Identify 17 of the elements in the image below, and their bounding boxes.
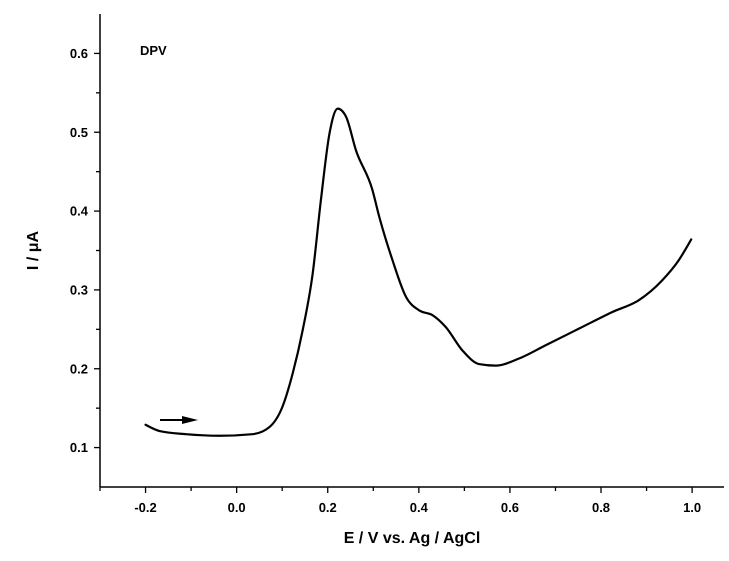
x-tick-label: 0.6	[500, 500, 519, 515]
y-tick-label: 0.5	[70, 124, 88, 140]
line-series	[144, 108, 692, 437]
y-tick-label: 0.6	[70, 46, 88, 61]
x-tick-label: 0.2	[318, 500, 337, 515]
x-tick-label: -0.2	[134, 500, 157, 515]
y-tick-label: 0.3	[70, 282, 88, 298]
x-tick-label: 1.0	[683, 500, 702, 515]
y-axis-title: I / μA	[25, 230, 42, 270]
annotation: DPV	[140, 43, 168, 58]
x-tick-label: 0.8	[592, 500, 610, 515]
y-tick-label: 0.1	[70, 440, 88, 456]
y-tick-label: 0.4	[70, 204, 89, 219]
x-tick-label: 0.4	[410, 500, 429, 515]
x-tick-label: 0.0	[228, 500, 246, 515]
x-axis-title: E / V vs. Ag / AgCl	[344, 530, 480, 547]
y-tick-label: 0.2	[70, 361, 88, 376]
